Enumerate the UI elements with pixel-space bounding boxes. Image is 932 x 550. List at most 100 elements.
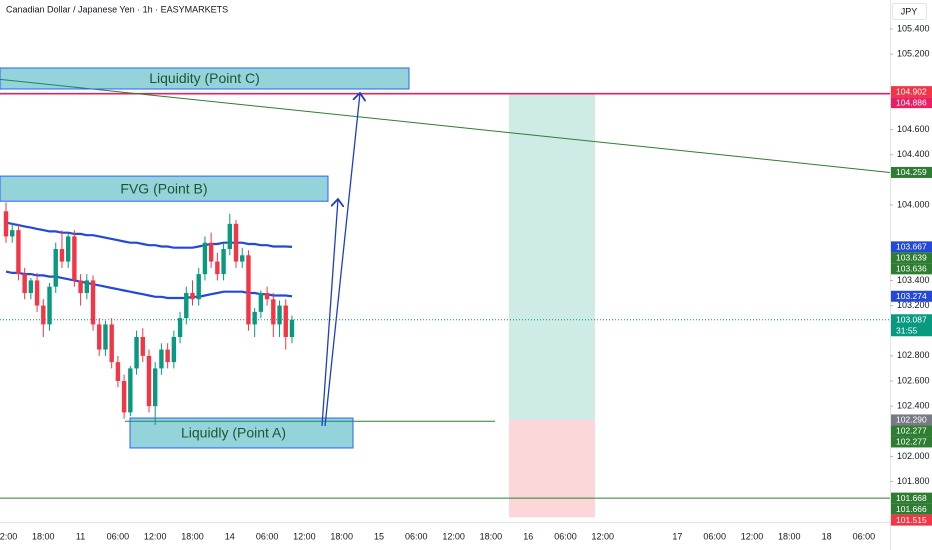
candle-body [221, 248, 226, 275]
x-tick-label: 18:00 [330, 531, 353, 541]
countdown: 31:55 [896, 326, 918, 336]
x-tick-label: 12:00 [293, 531, 316, 541]
y-tick-label: 104.000 [897, 199, 930, 209]
candle-body [97, 324, 102, 350]
price-label [891, 503, 932, 515]
zone [0, 175, 329, 202]
candle-body [277, 305, 282, 325]
x-tick-label: 06:00 [853, 531, 876, 541]
price-label [891, 414, 932, 426]
y-tick-label: 104.400 [897, 149, 930, 159]
time-axis [0, 522, 890, 550]
x-tick-label: 12:00 [0, 531, 17, 541]
candle-body [283, 305, 288, 337]
x-tick-label: 06:00 [405, 531, 428, 541]
candle-body [271, 299, 276, 325]
y-tick-label: 102.600 [897, 375, 930, 385]
candle-body [47, 286, 52, 325]
price-label-text: 103.667 [896, 242, 927, 252]
price-label-text: 103.639 [896, 253, 927, 263]
y-tick-label: 105.400 [897, 23, 930, 33]
candle-body [165, 349, 170, 363]
candle-body [153, 368, 158, 407]
price-label-text: 102.290 [896, 415, 927, 425]
candle-body [128, 368, 133, 413]
candle-body [53, 248, 58, 287]
plot-area: Liquidity (Point C) FVG (Point B) Liquidly… [0, 67, 890, 518]
candle-body [196, 274, 201, 300]
candle-body [246, 255, 251, 325]
candle-body [115, 362, 121, 381]
candle-body [84, 280, 90, 293]
x-tick-label: 12:00 [741, 531, 764, 541]
candle-body [190, 292, 195, 300]
candle-body [59, 248, 65, 262]
moving-average [5, 221, 293, 249]
candle-body [140, 336, 145, 356]
price-label [891, 241, 932, 253]
x-tick-label: 18:00 [778, 531, 801, 541]
stop-zone [509, 419, 595, 518]
currency-box[interactable] [892, 3, 927, 20]
y-tick-label: 103.200 [897, 300, 930, 310]
x-tick-label: 12:00 [592, 531, 615, 541]
candle-body [41, 305, 46, 325]
candle-body [72, 236, 77, 281]
candle-body [289, 319, 295, 337]
zone-label: Liquidity (Point C) [149, 70, 260, 86]
x-tick-label: 18:00 [181, 531, 204, 541]
candle-body [177, 318, 183, 337]
price-label [891, 263, 932, 275]
chart-title: Canadian Dollar / Japanese Yen · 1h · EA… [6, 4, 228, 14]
candle-body [233, 223, 239, 262]
y-tick-label: 102.000 [897, 451, 930, 461]
candle-body [16, 230, 21, 275]
candle-body [208, 242, 214, 262]
x-tick-label: 18 [822, 531, 832, 541]
zone-label: FVG (Point B) [120, 180, 207, 196]
y-tick-label: 104.600 [897, 124, 930, 134]
price-label [891, 97, 932, 109]
x-tick-label: 11 [76, 531, 85, 541]
x-tick-label: 06:00 [554, 531, 577, 541]
x-tick-label: 17 [672, 531, 682, 541]
price-label [891, 290, 932, 302]
x-tick-label: 06:00 [107, 531, 130, 541]
candle-body [78, 280, 83, 293]
candle-body [134, 336, 139, 369]
candle-body [3, 211, 9, 237]
candle-body [121, 380, 127, 413]
x-tick-label: 12:00 [442, 531, 465, 541]
arrow [321, 199, 338, 427]
price-label [891, 314, 932, 337]
price-label-text: 103.087 [896, 315, 927, 325]
y-tick-label: 102.400 [897, 400, 930, 410]
price-label-text: 104.902 [896, 86, 927, 96]
price-label-text: 103.636 [896, 264, 927, 274]
candle-body [10, 230, 15, 237]
arrow [324, 93, 360, 427]
candle-body [240, 255, 245, 262]
x-tick-label: 15 [374, 531, 384, 541]
zone [0, 67, 410, 90]
candle-body [202, 242, 208, 275]
x-tick-label: 12:00 [144, 531, 167, 541]
x-tick-label: 16 [523, 531, 533, 541]
price-label-text: 102.277 [896, 426, 927, 436]
y-tick-label: 105.200 [897, 49, 930, 59]
y-tick-label: 102.800 [897, 350, 930, 360]
trendline [0, 78, 890, 173]
currency: JPY [901, 6, 918, 16]
candle-body [159, 349, 164, 369]
price-label-text: 104.886 [896, 97, 927, 107]
price-label [891, 252, 932, 264]
candle-body [227, 223, 232, 249]
candle-body [252, 311, 257, 325]
zone-label: Liquidly (Point A) [181, 425, 286, 441]
candle-body [215, 261, 220, 275]
candle-body [22, 274, 27, 293]
target-zone [509, 93, 595, 420]
x-tick-label: 06:00 [703, 531, 726, 541]
arrows [321, 93, 360, 427]
candle-body [65, 236, 71, 262]
